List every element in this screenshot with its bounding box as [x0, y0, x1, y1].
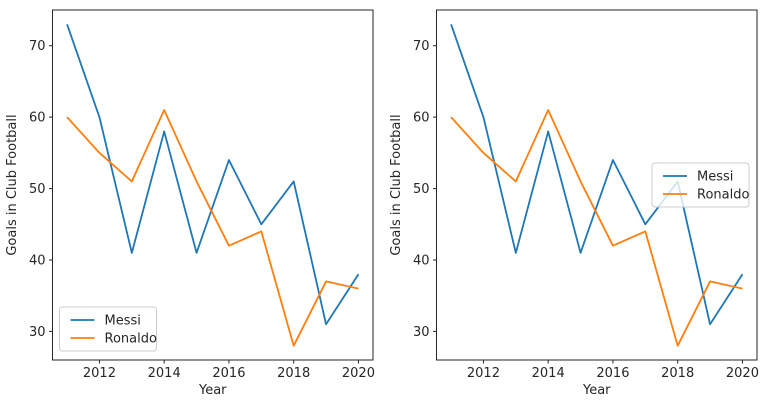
x-axis-label: Year	[582, 383, 611, 398]
y-tick-label: 60	[413, 111, 430, 126]
left-chart: 2012 2014 2016 2018 2020 30 40 50 60 70 Year Goals …	[5, 9, 375, 398]
y-tick-label: 50	[413, 182, 430, 197]
x-tick-label: 2016	[212, 366, 245, 381]
x-tick-label: 2016	[596, 366, 629, 381]
y-tick-label: 70	[413, 39, 430, 54]
x-tick-label: 2018	[661, 366, 694, 381]
axes-spines	[436, 9, 758, 361]
legend-label-messi: Messi	[697, 170, 733, 185]
ronaldo-line	[66, 109, 359, 347]
y-tick-label: 60	[29, 111, 46, 126]
x-axis-label: Year	[198, 383, 227, 398]
axes-spines	[52, 9, 374, 361]
legend: Messi Ronaldo	[651, 162, 750, 208]
legend-box	[59, 306, 157, 352]
x-tick-label: 2014	[148, 366, 181, 381]
x-tick-label: 2014	[532, 366, 565, 381]
x-tick-label: 2012	[83, 366, 116, 381]
messi-line	[66, 23, 360, 326]
messi-line	[450, 23, 744, 326]
x-tick-label: 2012	[467, 366, 500, 381]
legend-box	[651, 162, 750, 208]
x-tick-label: 2020	[726, 366, 759, 381]
ronaldo-line	[450, 109, 743, 347]
y-axis-label: Goals in Club Football	[5, 114, 20, 255]
right-chart: 2012 2014 2016 2018 2020 30 40 50 60 70 Year Goals …	[389, 9, 759, 398]
y-tick-label: 30	[29, 325, 46, 340]
x-tick-label: 2018	[277, 366, 310, 381]
plot-area	[52, 10, 373, 360]
legend: Messi Ronaldo	[59, 306, 157, 352]
y-tick-label: 50	[29, 182, 46, 197]
legend-label-ronaldo: Ronaldo	[105, 332, 157, 347]
y-axis-label: Goals in Club Football	[389, 114, 404, 255]
legend-label-ronaldo: Ronaldo	[697, 188, 749, 203]
y-tick-label: 30	[413, 325, 430, 340]
y-tick-label: 70	[29, 39, 46, 54]
y-tick-label: 40	[413, 254, 430, 269]
legend-label-messi: Messi	[105, 314, 141, 329]
x-tick-label: 2020	[342, 366, 375, 381]
y-tick-label: 40	[29, 254, 46, 269]
